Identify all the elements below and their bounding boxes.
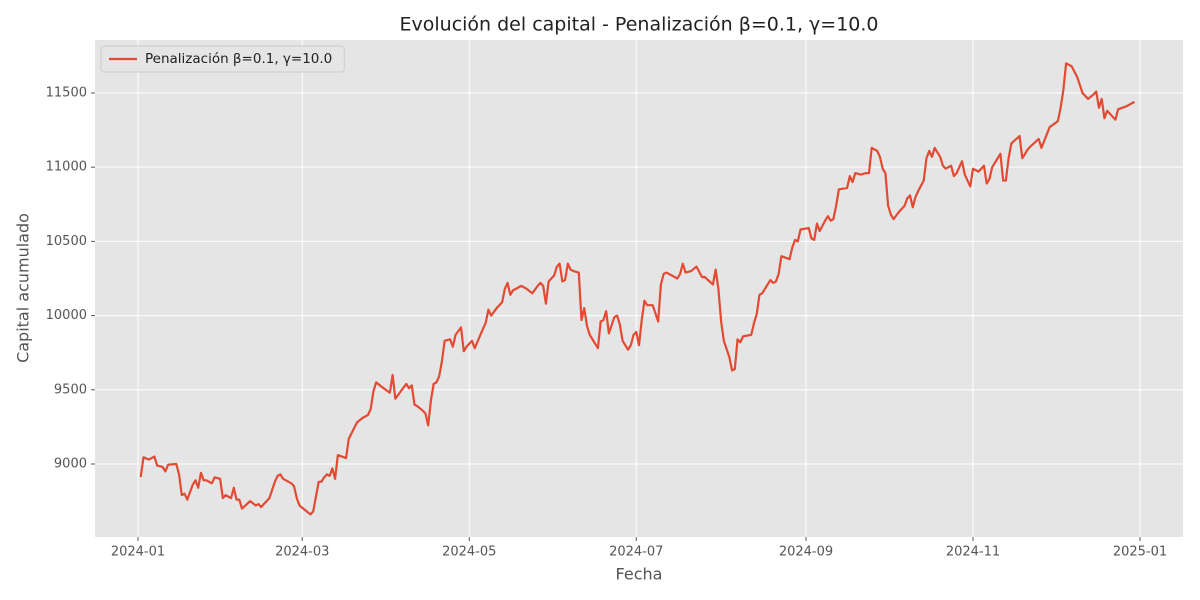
y-tick-label: 10500 — [46, 234, 87, 249]
x-tick-label: 2024-09 — [779, 545, 833, 560]
chart-title: Evolución del capital - Penalización β=0… — [400, 14, 879, 36]
x-tick-label: 2024-11 — [946, 545, 1000, 560]
legend-label: Penalización β=0.1, γ=10.0 — [145, 51, 332, 67]
x-axis-label: Fecha — [616, 565, 663, 584]
y-axis-label: Capital acumulado — [14, 213, 33, 363]
y-tick-label: 9000 — [54, 456, 87, 471]
y-tick-label: 10000 — [46, 308, 87, 323]
x-tick-label: 2024-05 — [442, 545, 496, 560]
y-tick-label: 11000 — [46, 160, 87, 175]
x-tick-label: 2025-01 — [1113, 545, 1167, 560]
y-tick-label: 11500 — [46, 85, 87, 100]
y-tick-label: 9500 — [54, 382, 87, 397]
x-tick-label: 2024-03 — [275, 545, 329, 560]
x-tick-label: 2024-07 — [609, 545, 663, 560]
legend-box — [100, 45, 345, 73]
x-tick-label: 2024-01 — [111, 545, 165, 560]
data-line — [139, 62, 1136, 516]
plot-area — [95, 40, 1183, 537]
